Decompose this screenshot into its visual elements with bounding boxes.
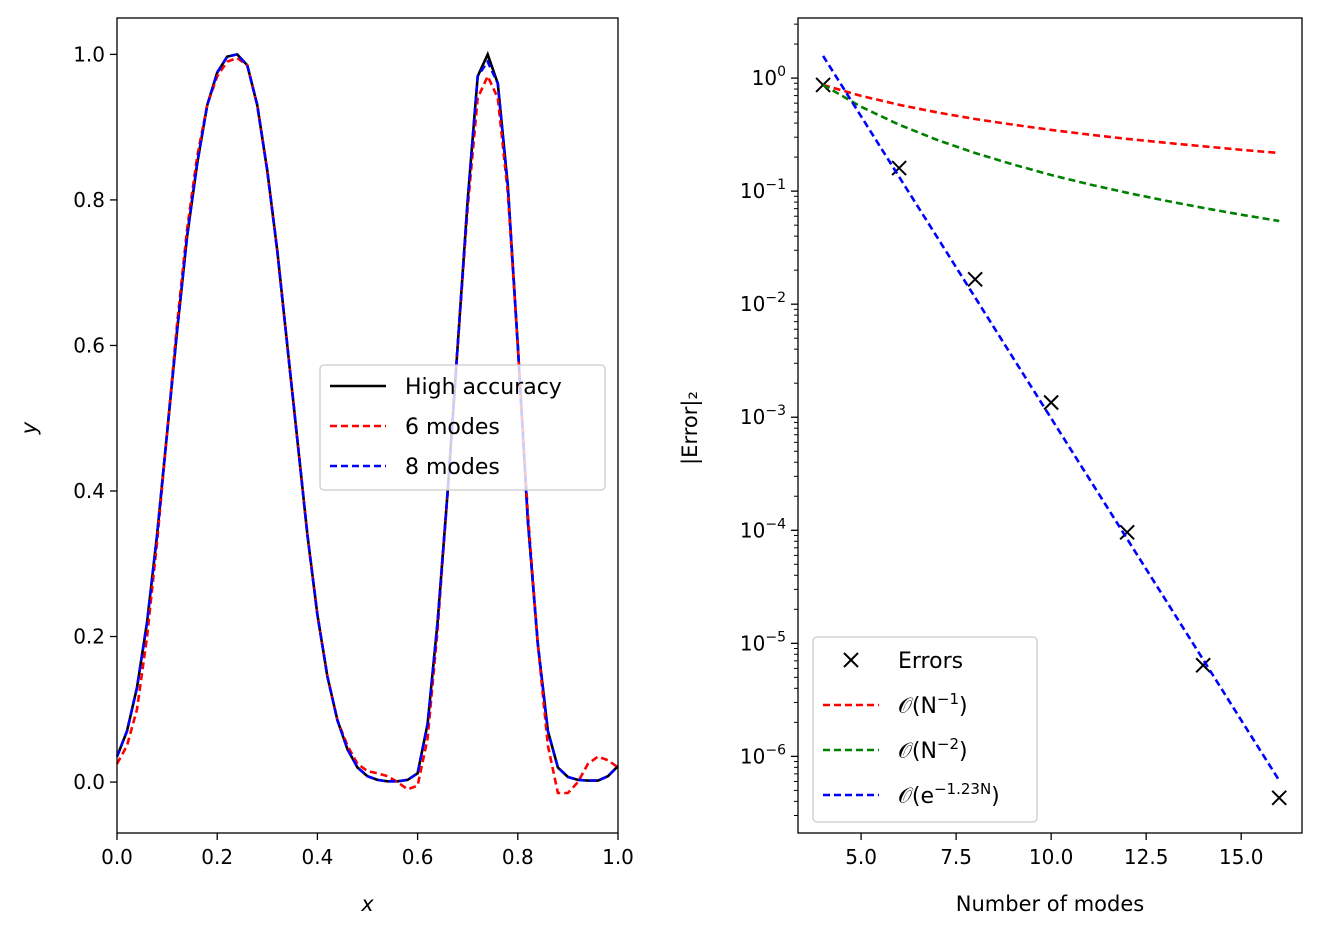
x-tick-label: 5.0 [845, 845, 877, 869]
series-line-6-modes [115, 56, 619, 795]
y-tick-label: 0.4 [73, 479, 105, 503]
legend: Errors 𝒪(N−1​) 𝒪(N−2​) 𝒪(e−1.23N​) [812, 636, 1038, 823]
y-tick-label: 0.2 [73, 625, 105, 649]
legend-marker [843, 652, 859, 668]
y-tick-label: 10−4 [740, 516, 786, 542]
axes-frame [116, 17, 619, 834]
tick-base: 10 [740, 292, 765, 316]
y-tick-label: 10−6 [740, 742, 786, 768]
legend-label: 8 modes [405, 455, 500, 480]
legend-label: High accuracy [405, 375, 562, 400]
x-tick-label: 10.0 [1029, 845, 1074, 869]
text-part: Errors [898, 649, 963, 674]
x-tick-label: 15.0 [1219, 845, 1264, 869]
x-axis-label: x [360, 892, 374, 916]
y-tick-label: 10−3 [740, 403, 786, 429]
x-tick-label: 0.8 [502, 845, 534, 869]
legend-box [812, 636, 1038, 823]
x-tick-label: 1.0 [602, 845, 634, 869]
tick-exponent: −1 [765, 177, 786, 193]
text-part: 𝒪(N [898, 739, 937, 764]
legend-box [319, 364, 606, 491]
legend-label: 𝒪(N−1​) [898, 690, 968, 719]
tick-exponent: −5 [765, 629, 786, 645]
text-part: ) [959, 739, 968, 764]
error-marker [967, 271, 983, 288]
tick-base: 10 [740, 518, 765, 542]
x-tick-label: 0.4 [301, 845, 333, 869]
error-marker [891, 160, 907, 176]
text-part: 𝒪(N [898, 694, 937, 719]
axes-frame [797, 17, 1303, 834]
tick-base: 10 [752, 66, 777, 90]
superscript: −1 [937, 690, 959, 708]
y-axis-label: |Error|₂ [678, 391, 703, 465]
y-axis-label: y [17, 421, 41, 435]
legend-label: 6 modes [405, 415, 500, 440]
tick-base: 10 [740, 405, 765, 429]
legend-label: 𝒪(e−1.23N​) [898, 780, 1000, 809]
x-tick-label: 0.0 [101, 845, 133, 869]
error-marker [1271, 790, 1287, 806]
x-tick-label: 0.6 [402, 845, 434, 869]
legend: High accuracy 6 modes 8 modes [319, 364, 606, 491]
tick-base: 10 [740, 179, 765, 203]
x-tick-label: 12.5 [1124, 845, 1169, 869]
tick-base: 10 [740, 631, 765, 655]
text-part: ) [959, 694, 968, 719]
y-tick-label: 10−5 [740, 629, 786, 655]
legend-label: 𝒪(N−2​) [898, 735, 968, 764]
error-marker [1119, 524, 1135, 540]
superscript: −1.23N [934, 780, 991, 798]
reference-line-1 [822, 83, 1280, 155]
tick-exponent: −6 [765, 742, 786, 758]
legend-label: Errors [898, 649, 963, 674]
y-tick-label: 100 [752, 64, 786, 90]
x-tick-label: 7.5 [940, 845, 972, 869]
x-tick-label: 0.2 [201, 845, 233, 869]
tick-base: 10 [740, 744, 765, 768]
superscript: −2 [937, 735, 959, 753]
error-marker [1043, 394, 1059, 411]
y-tick-label: 10−2 [740, 290, 786, 316]
text-part: 𝒪(e [898, 784, 934, 809]
y-tick-label: 0.0 [73, 770, 105, 794]
right-plot: 5.0 7.5 10.0 12.5 15.010010−110−210−310−410−… [678, 17, 1303, 916]
text-part: ) [991, 784, 1000, 809]
tick-exponent: 0 [777, 64, 786, 80]
error-marker [1195, 657, 1211, 673]
y-tick-label: 1.0 [73, 42, 105, 66]
series-line-8-modes [115, 52, 619, 783]
tick-exponent: −3 [765, 403, 786, 419]
y-tick-label: 10−1 [740, 177, 786, 203]
tick-exponent: −2 [765, 290, 786, 306]
tick-exponent: −4 [765, 516, 786, 532]
y-tick-label: 0.8 [73, 188, 105, 212]
x-axis-label: Number of modes [956, 892, 1144, 916]
reference-line-2 [822, 83, 1280, 223]
left-plot: 0.0 0.2 0.4 0.6 0.8 1.0 0.0 0.2 0.4 0.6 0.8 1.0 x y Hi… [17, 17, 634, 916]
y-tick-label: 0.6 [73, 333, 105, 357]
error-marker [815, 77, 831, 93]
